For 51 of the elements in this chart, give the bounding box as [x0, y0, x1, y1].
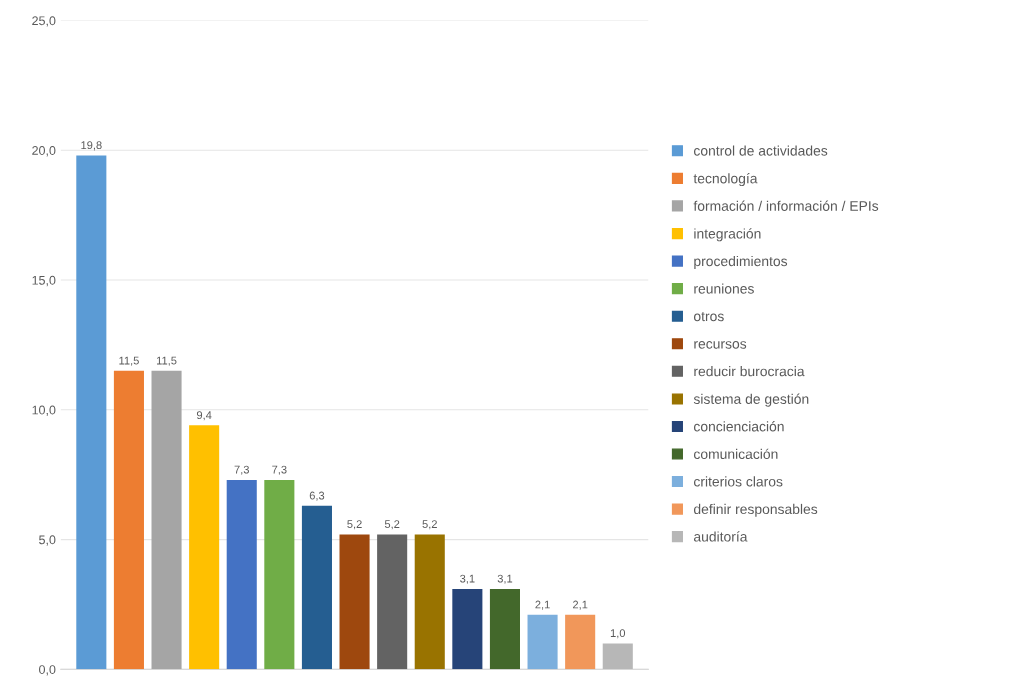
data-label: 2,1 — [535, 600, 550, 610]
data-label: 6,3 — [309, 491, 325, 501]
legend-label: reducir burocracia — [694, 366, 805, 377]
data-label: 7,3 — [272, 465, 287, 475]
data-label: 7,3 — [234, 465, 249, 475]
y-tick-label: 10,0 — [32, 405, 56, 416]
bar — [452, 588, 483, 670]
bar — [602, 643, 633, 670]
bar — [76, 155, 107, 670]
bar — [489, 588, 520, 670]
legend-label: integración — [694, 228, 761, 242]
bar — [527, 614, 558, 670]
bar — [301, 505, 332, 670]
data-label: 9,4 — [196, 411, 212, 421]
legend-label: comunicación — [693, 448, 778, 460]
data-label: 5,2 — [384, 520, 400, 530]
legend-label: procedimientos — [694, 255, 788, 269]
legend-label: concienciación — [693, 421, 784, 432]
bar — [565, 614, 596, 670]
bar — [151, 370, 182, 670]
y-tick-label: 20,0 — [32, 146, 56, 157]
legend-label: sistema de gestión — [693, 393, 809, 407]
data-label: 19,8 — [81, 141, 102, 151]
bar — [264, 479, 295, 670]
y-tick-label: 15,0 — [32, 275, 56, 287]
legend-label: control de actividades — [693, 145, 828, 156]
legend-label: formación / información / EPIs — [693, 200, 879, 211]
data-label: 5,2 — [347, 520, 362, 530]
legend-label: criterios claros — [693, 476, 783, 487]
bar — [226, 479, 257, 670]
y-tick-label: 0,0 — [39, 665, 56, 676]
legend-label: reuniones — [694, 283, 754, 294]
bar — [414, 534, 445, 670]
data-label: 11,5 — [156, 356, 177, 366]
bar — [189, 425, 220, 670]
bar — [113, 370, 144, 670]
data-label: 1,0 — [610, 629, 626, 639]
bar — [339, 534, 370, 670]
legend-label: auditoría — [693, 531, 748, 542]
y-tick-label: 25,0 — [32, 16, 56, 27]
data-label: 3,1 — [497, 574, 513, 584]
bar — [377, 534, 408, 670]
legend-label: tecnología — [693, 173, 758, 187]
legend-label: definir responsables — [693, 503, 818, 517]
data-label: 5,2 — [422, 520, 437, 530]
legend-label: otros — [693, 312, 724, 322]
data-label: 3,1 — [460, 574, 475, 584]
data-label: 2,1 — [573, 600, 588, 610]
legend-label: recursos — [694, 341, 747, 349]
data-label: 11,5 — [119, 356, 139, 366]
y-tick-label: 5,0 — [39, 535, 56, 546]
